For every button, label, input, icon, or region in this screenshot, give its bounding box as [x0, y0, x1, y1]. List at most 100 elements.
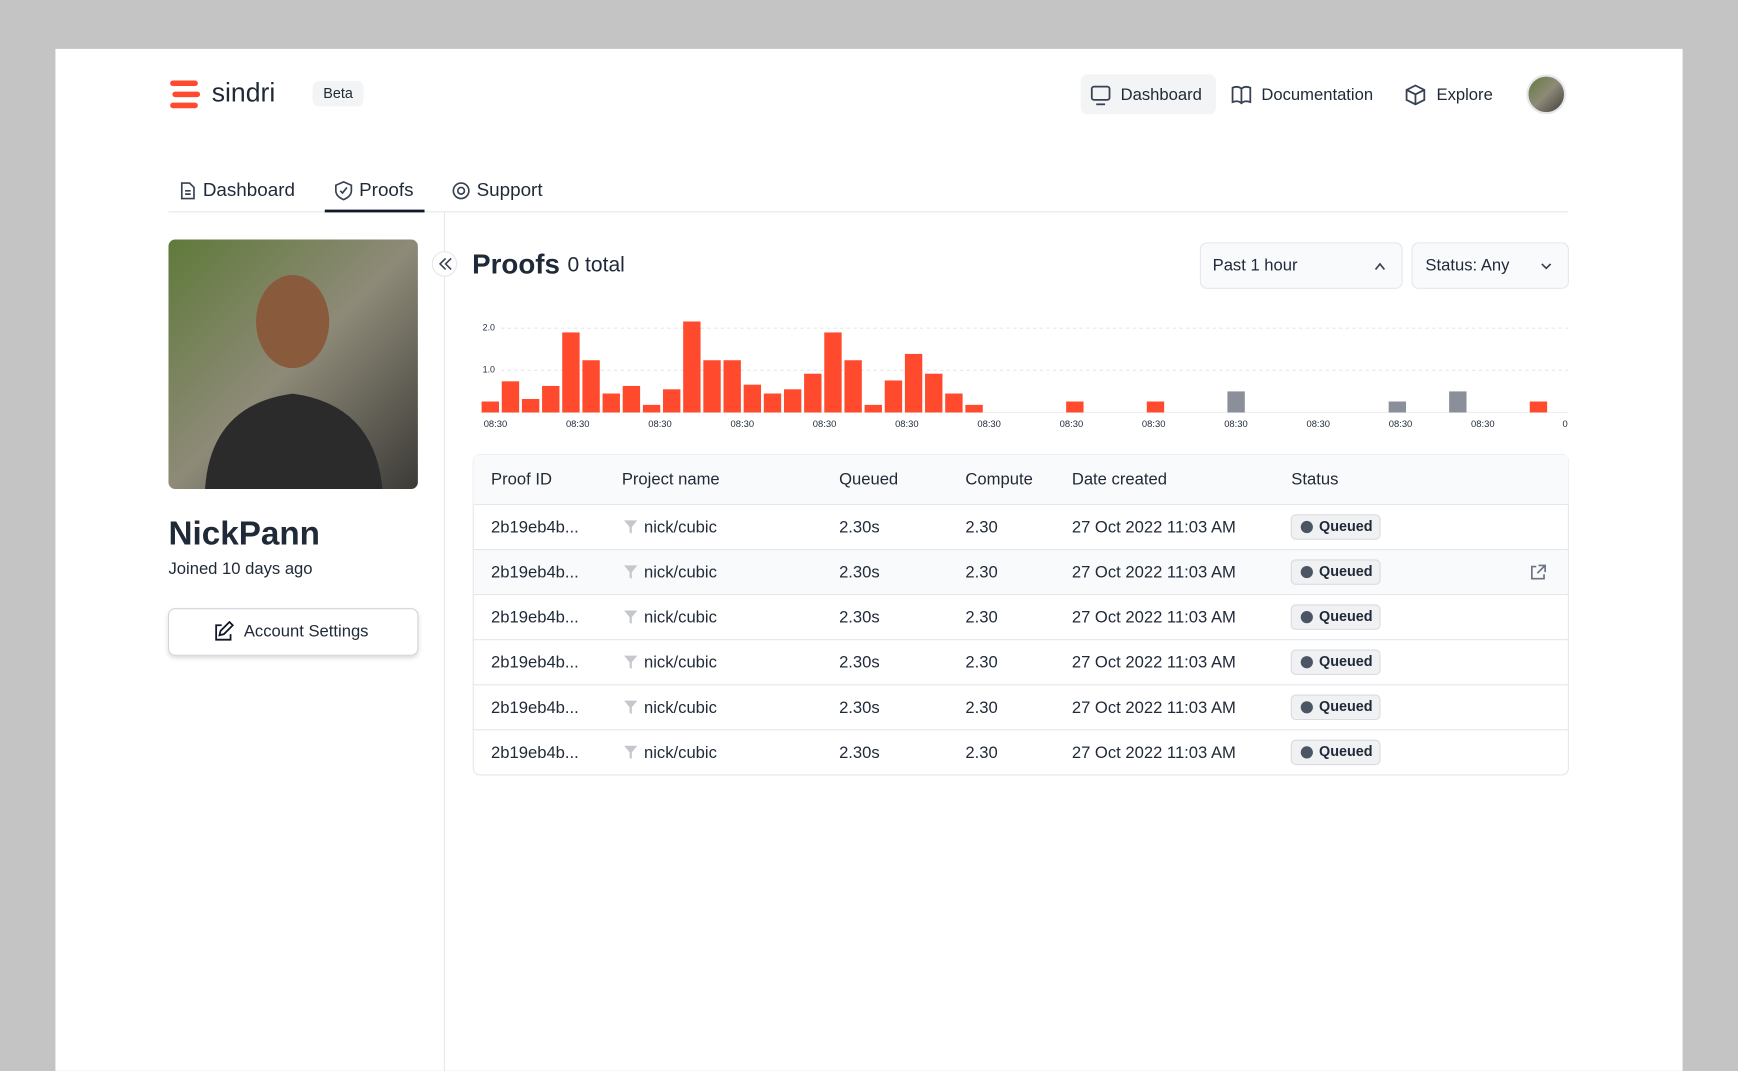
- badge-text: Beta: [323, 86, 353, 102]
- proofs-title: Proofs: [472, 248, 560, 279]
- column-header: Proof ID: [491, 469, 552, 488]
- bar: [703, 360, 721, 413]
- bar: [844, 360, 862, 413]
- status-text[interactable]: Status: Any: [1425, 256, 1510, 275]
- bar: [824, 332, 842, 413]
- profile-photo-shirt: [205, 393, 383, 489]
- x-tick-label: 08:30: [813, 418, 837, 429]
- bar: [622, 385, 641, 413]
- x-tick-label: 08:30: [566, 418, 590, 429]
- nav-link[interactable]: Explore: [1437, 85, 1493, 104]
- nav-link[interactable]: Documentation: [1261, 85, 1373, 104]
- status-dropdown[interactable]: [1411, 242, 1569, 289]
- logo-text: sindri: [212, 77, 276, 107]
- profile-name: NickPann: [168, 515, 320, 552]
- project-icon: [624, 700, 638, 714]
- bar: [1529, 401, 1548, 413]
- x-tick-label: 08:30: [895, 418, 919, 429]
- bar: [884, 380, 903, 413]
- bar: [481, 401, 499, 413]
- project-icon: [624, 655, 638, 669]
- account-settings-button[interactable]: [167, 608, 419, 656]
- x-tick-label: 08:30: [977, 418, 1001, 429]
- status-text: Queued: [1319, 564, 1373, 580]
- cell: 2.30: [965, 608, 997, 627]
- cell: 2.30s: [839, 563, 880, 582]
- tab-underline: [324, 209, 425, 213]
- cell: 2b19eb4b...: [491, 698, 579, 717]
- project-icon: [624, 565, 638, 579]
- bar: [743, 384, 762, 413]
- cell: 2.30: [965, 698, 997, 717]
- x-tick-label: 08:30: [648, 418, 672, 429]
- cell: nick/cubic: [644, 608, 717, 627]
- status-badge: [1290, 694, 1381, 721]
- tab[interactable]: Dashboard: [203, 179, 295, 200]
- cell: 2.30s: [839, 743, 880, 762]
- cell: nick/cubic: [644, 653, 717, 672]
- bar: [804, 373, 822, 413]
- tab-active[interactable]: Proofs: [359, 179, 413, 200]
- cell: 27 Oct 2022 11:03 AM: [1072, 518, 1236, 537]
- avatar[interactable]: [1526, 74, 1567, 115]
- status-icon: [1300, 701, 1313, 714]
- status-icon: [1300, 565, 1313, 579]
- y-tick-label: 1.0: [483, 365, 495, 375]
- cell: 2.30s: [839, 518, 880, 537]
- column-header: Compute: [965, 469, 1032, 488]
- bar: [562, 332, 580, 413]
- status-badge: [1290, 604, 1381, 630]
- bar: [663, 389, 681, 413]
- tab[interactable]: Support: [477, 179, 544, 200]
- cell: 2b19eb4b...: [491, 743, 579, 762]
- status-badge: [1290, 739, 1381, 766]
- cell: 2.30s: [839, 698, 880, 717]
- table-header-bg: [473, 454, 1569, 505]
- status-text: Queued: [1319, 519, 1373, 535]
- account-settings-text[interactable]: Account Settings: [244, 621, 369, 640]
- x-tick-label: 08:30: [1389, 418, 1413, 429]
- status-icon: [1300, 611, 1313, 624]
- bar: [1388, 401, 1407, 413]
- x-tick-label: 08:30: [1306, 418, 1330, 429]
- cell: 2b19eb4b...: [491, 518, 579, 537]
- column-header: Status: [1291, 469, 1338, 488]
- x-tick-label: 08:30: [1060, 418, 1084, 429]
- cell: nick/cubic: [644, 743, 717, 762]
- bar: [945, 393, 963, 413]
- bar: [501, 381, 520, 413]
- cell: 27 Oct 2022 11:03 AM: [1072, 653, 1236, 672]
- column-header: Queued: [839, 469, 898, 488]
- project-icon: [624, 520, 638, 534]
- project-icon: [624, 610, 638, 624]
- table-body: Proof ID Project name Queued Compute Date cr…: [473, 469, 1569, 766]
- cell: 2.30: [965, 518, 997, 537]
- status-text: Queued: [1319, 609, 1373, 625]
- bar: [683, 321, 701, 413]
- collapse-button[interactable]: [431, 251, 458, 277]
- bar: [1449, 391, 1467, 413]
- column-header: Project name: [622, 469, 720, 488]
- logo-icon: [170, 80, 201, 109]
- bar: [602, 393, 620, 413]
- bar: [904, 353, 923, 413]
- cell: 2.30: [965, 563, 997, 582]
- cell: 27 Oct 2022 11:03 AM: [1072, 608, 1236, 627]
- range-dropdown[interactable]: [1199, 242, 1403, 289]
- bar: [1146, 401, 1165, 413]
- bar: [965, 404, 983, 413]
- cell: 2.30: [965, 653, 997, 672]
- status-text: Queued: [1319, 744, 1373, 760]
- project-icon: [624, 745, 638, 760]
- bar: [542, 385, 560, 413]
- bar: [763, 393, 782, 413]
- cell: 2b19eb4b...: [491, 563, 579, 582]
- bar: [521, 398, 540, 413]
- external-link-icon[interactable]: [1531, 564, 1546, 580]
- nav-link[interactable]: Dashboard: [1121, 85, 1202, 104]
- range-text[interactable]: Past 1 hour: [1213, 256, 1298, 275]
- proofs-chart: 2.0 1.0 08:30 08:30 08:30 08:30 08:30 08:30 08:3…: [479, 321, 1569, 429]
- cell: nick/cubic: [644, 698, 717, 717]
